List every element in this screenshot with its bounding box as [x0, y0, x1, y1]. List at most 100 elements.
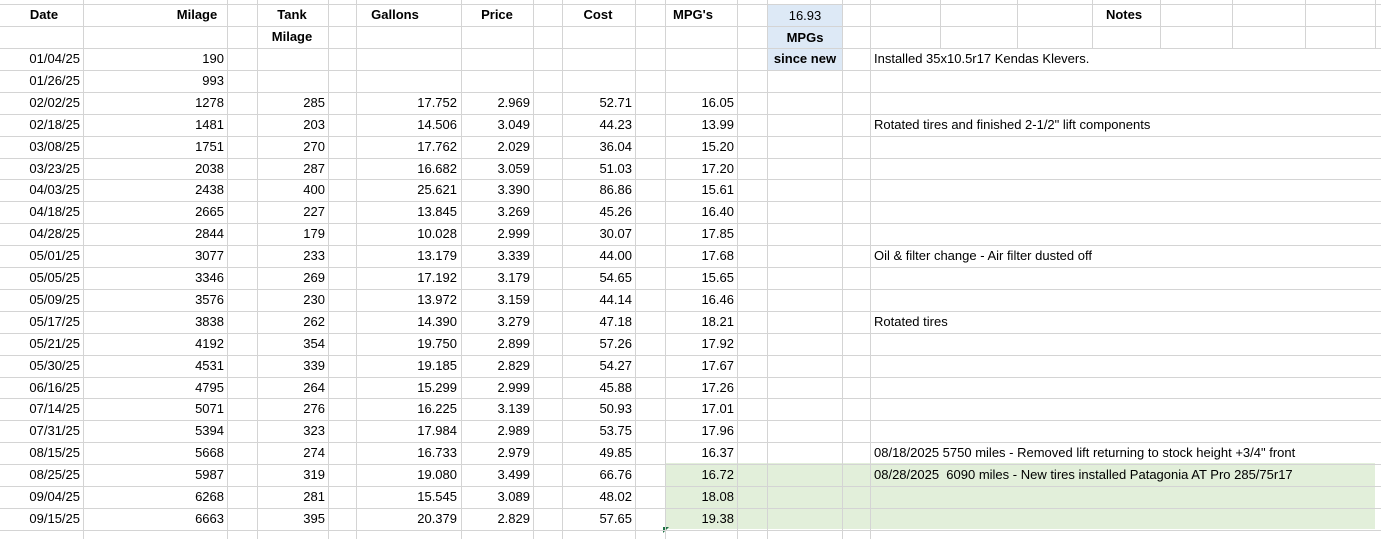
number-cell: 15.545	[417, 489, 457, 504]
number-cell: 5071	[195, 401, 224, 417]
number-cell: 3.179	[497, 270, 530, 285]
grid-line	[0, 48, 1381, 49]
number-cell: 227	[303, 204, 325, 220]
number-cell: 2.899	[497, 335, 530, 351]
number-cell: 30.07	[599, 226, 632, 242]
number-cell: 395	[303, 510, 325, 526]
grid-line	[562, 0, 563, 539]
number-cell: 3077	[195, 248, 224, 264]
number-cell: 5394	[195, 423, 224, 439]
date-cell: 02/02/25	[29, 94, 80, 110]
number-cell: 264	[303, 379, 325, 395]
number-cell: 19.080	[417, 467, 457, 483]
number-cell: 36.04	[599, 138, 632, 154]
number-cell: 5668	[195, 445, 224, 461]
number-cell: 230	[303, 291, 325, 307]
grid-line	[1017, 0, 1018, 48]
grid-line	[0, 420, 1381, 421]
grid-line	[0, 289, 1381, 290]
number-cell: 3.279	[497, 313, 530, 329]
number-cell: 13.845	[417, 204, 457, 220]
number-cell: 19.38	[701, 510, 734, 526]
summary-text: MPGs	[786, 29, 824, 45]
number-cell: 281	[303, 489, 325, 504]
date-cell: 05/30/25	[29, 357, 80, 373]
notes-header: Notes	[1105, 7, 1143, 22]
grid-line	[356, 0, 357, 539]
number-cell: 190	[202, 51, 224, 66]
date-cell: 01/04/25	[29, 51, 80, 66]
number-cell: 15.65	[701, 270, 734, 285]
highlight-mpg	[665, 463, 1375, 529]
number-cell: 2438	[195, 182, 224, 198]
grid-line	[227, 0, 228, 539]
column-header: Price	[481, 7, 513, 22]
grid-line	[0, 486, 1381, 487]
number-cell: 2665	[195, 204, 224, 220]
number-cell: 3.049	[497, 116, 530, 132]
number-cell: 6268	[195, 489, 224, 504]
number-cell: 3.269	[497, 204, 530, 220]
number-cell: 2.969	[497, 94, 530, 110]
number-cell: 17.92	[701, 335, 734, 351]
summary-cell	[767, 4, 842, 70]
date-cell: 04/03/25	[29, 182, 80, 198]
number-cell: 2.829	[497, 510, 530, 526]
date-cell: 09/04/25	[29, 489, 80, 504]
number-cell: 17.192	[417, 270, 457, 285]
summary-text: since new	[773, 51, 837, 66]
number-cell: 400	[303, 182, 325, 198]
grid-line	[0, 333, 1381, 334]
number-cell: 13.972	[417, 291, 457, 307]
number-cell: 19.750	[417, 335, 457, 351]
column-header: Milage	[176, 7, 218, 22]
date-cell: 01/26/25	[29, 72, 80, 88]
date-cell: 07/14/25	[29, 401, 80, 417]
number-cell: 2.979	[497, 445, 530, 461]
number-cell: 269	[303, 270, 325, 285]
number-cell: 44.14	[599, 291, 632, 307]
number-cell: 18.21	[701, 313, 734, 329]
number-cell: 86.86	[599, 182, 632, 198]
number-cell: 2.989	[497, 423, 530, 439]
number-cell: 17.67	[701, 357, 734, 373]
number-cell: 3.059	[497, 160, 530, 176]
grid-line	[0, 223, 1381, 224]
number-cell: 276	[303, 401, 325, 417]
number-cell: 14.390	[417, 313, 457, 329]
grid-line	[737, 0, 738, 539]
number-cell: 17.984	[417, 423, 457, 439]
grid-line	[0, 508, 1381, 509]
number-cell: 287	[303, 160, 325, 176]
number-cell: 13.179	[417, 248, 457, 264]
number-cell: 16.225	[417, 401, 457, 417]
date-cell: 08/25/25	[29, 467, 80, 483]
grid-line	[0, 70, 1381, 71]
note: 08/28/2025 6090 miles - New tires instal…	[874, 467, 1293, 483]
column-header: Tank	[277, 7, 307, 22]
number-cell: 10.028	[417, 226, 457, 242]
grid-line	[0, 158, 1381, 159]
number-cell: 17.01	[701, 401, 734, 417]
number-cell: 14.506	[417, 116, 457, 132]
number-cell: 3.390	[497, 182, 530, 198]
grid-line	[1305, 0, 1306, 48]
grid-line	[0, 464, 1381, 465]
number-cell: 17.20	[701, 160, 734, 176]
date-cell: 03/23/25	[29, 160, 80, 176]
number-cell: 16.733	[417, 445, 457, 461]
number-cell: 53.75	[599, 423, 632, 439]
grid-line	[940, 0, 941, 48]
number-cell: 179	[303, 226, 325, 242]
number-cell: 3346	[195, 270, 224, 285]
number-cell: 4795	[195, 379, 224, 395]
number-cell: 17.96	[701, 423, 734, 439]
note: Rotated tires and finished 2-1/2" lift c…	[874, 116, 1151, 132]
note: Rotated tires	[874, 313, 948, 329]
date-cell: 09/15/25	[29, 510, 80, 526]
column-header: MPG's	[673, 7, 713, 22]
number-cell: 3.499	[497, 467, 530, 483]
grid-line	[0, 114, 1381, 115]
column-header: Milage	[271, 29, 313, 44]
